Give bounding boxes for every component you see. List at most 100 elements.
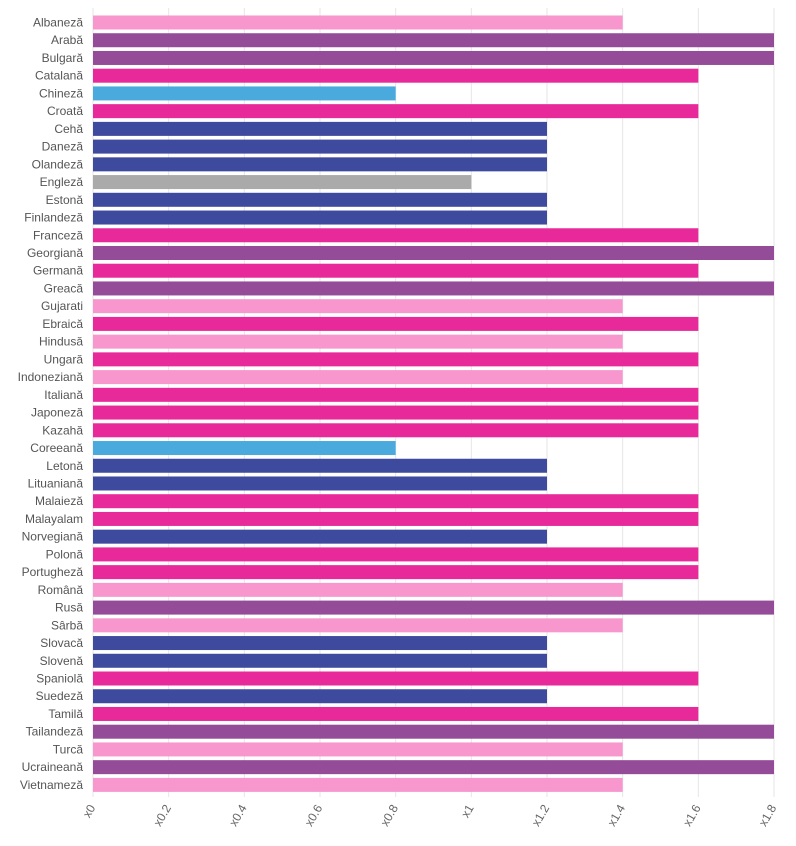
bar[interactable]: [93, 352, 699, 367]
category-label: Greacă: [44, 281, 84, 295]
category-label: Malaieză: [35, 494, 83, 508]
category-label: Letonă: [46, 459, 83, 473]
category-label: Polonă: [46, 547, 84, 561]
bar[interactable]: [93, 636, 547, 651]
bar[interactable]: [93, 777, 623, 792]
category-label: Kazahă: [42, 423, 83, 437]
bar[interactable]: [93, 405, 699, 420]
x-tick-label: x1.8: [756, 802, 780, 829]
category-label: Spaniolă: [36, 672, 83, 686]
category-label: Suedeză: [36, 689, 84, 703]
category-label: Olandeză: [32, 157, 84, 171]
x-tick-label: x0.2: [151, 802, 175, 829]
x-tick-label: x0.4: [226, 802, 250, 829]
bar[interactable]: [93, 68, 699, 83]
bar[interactable]: [93, 15, 623, 30]
grid-layer: [92, 8, 775, 797]
category-label: Chineză: [39, 86, 83, 100]
bar[interactable]: [93, 50, 774, 65]
x-tick-label: x0.6: [302, 802, 326, 829]
bar[interactable]: [93, 281, 774, 296]
bar[interactable]: [93, 494, 699, 509]
bar[interactable]: [93, 192, 547, 207]
bar[interactable]: [93, 245, 774, 260]
bar[interactable]: [93, 334, 623, 349]
category-label: Rusă: [55, 601, 83, 615]
category-label: Finlandeză: [24, 211, 83, 225]
bar[interactable]: [93, 724, 774, 739]
bar[interactable]: [93, 121, 547, 136]
bar[interactable]: [93, 139, 547, 154]
category-label: Gujarati: [41, 299, 83, 313]
category-label: Ungară: [44, 352, 84, 366]
category-label: Cehă: [54, 122, 83, 136]
bar[interactable]: [93, 441, 396, 456]
bar[interactable]: [93, 175, 472, 190]
bar[interactable]: [93, 458, 547, 473]
category-label: Ucraineană: [22, 760, 84, 774]
x-tick-label: x1: [458, 802, 477, 820]
category-label: Norvegiană: [22, 530, 84, 544]
category-label: Estonă: [46, 193, 84, 207]
category-label: Indoneziană: [18, 370, 84, 384]
category-label: Malayalam: [25, 512, 83, 526]
category-label: Slovenă: [40, 654, 84, 668]
x-tick-label: x1.6: [680, 802, 704, 829]
category-label: Germană: [33, 264, 83, 278]
bar[interactable]: [93, 104, 699, 119]
bar[interactable]: [93, 316, 699, 331]
bars-layer: [93, 15, 774, 792]
category-label: Tailandeză: [26, 725, 84, 739]
category-label: Hindusă: [39, 335, 83, 349]
bar[interactable]: [93, 547, 699, 562]
bar[interactable]: [93, 742, 623, 757]
bar[interactable]: [93, 86, 396, 101]
bar[interactable]: [93, 565, 699, 580]
bar[interactable]: [93, 210, 547, 225]
bar[interactable]: [93, 760, 774, 775]
category-label: Franceză: [33, 228, 83, 242]
x-tick-label: x0: [80, 802, 99, 820]
bar[interactable]: [93, 423, 699, 438]
bar[interactable]: [93, 689, 547, 704]
category-label: Coreeană: [30, 441, 83, 455]
category-label: Georgiană: [27, 246, 83, 260]
bar[interactable]: [93, 600, 774, 615]
bar[interactable]: [93, 370, 623, 385]
category-label: Vietnameză: [20, 778, 83, 792]
category-label: Albaneză: [33, 16, 83, 30]
category-label: Catalană: [35, 69, 83, 83]
category-label: Japoneză: [31, 406, 83, 420]
category-label: Bulgară: [42, 51, 84, 65]
bar[interactable]: [93, 263, 699, 278]
bar[interactable]: [93, 387, 699, 402]
bar[interactable]: [93, 618, 623, 633]
bar[interactable]: [93, 706, 699, 721]
category-label: Turcă: [53, 742, 84, 756]
category-label: Română: [38, 583, 84, 597]
category-label: Croată: [47, 104, 83, 118]
category-label: Slovacă: [40, 636, 83, 650]
category-label: Arabă: [51, 33, 83, 47]
category-label: Tamilă: [48, 707, 83, 721]
x-tick-label: x0.8: [378, 802, 402, 829]
bar[interactable]: [93, 671, 699, 686]
bar[interactable]: [93, 653, 547, 668]
bar[interactable]: [93, 33, 774, 48]
bar[interactable]: [93, 299, 623, 314]
bar[interactable]: [93, 511, 699, 526]
bar[interactable]: [93, 476, 547, 491]
x-tick-labels: x0 x0.2 x0.4 x0.6 x0.8 x1 x1.2 x1.4 x1.6 x1.8: [80, 802, 780, 829]
bar[interactable]: [93, 228, 699, 243]
category-label: Engleză: [40, 175, 84, 189]
category-label: Ebraică: [42, 317, 83, 331]
bar[interactable]: [93, 157, 547, 172]
bar[interactable]: [93, 529, 547, 544]
x-tick-label: x1.4: [605, 802, 629, 829]
category-label: Daneză: [42, 140, 84, 154]
category-label: Sârbă: [51, 618, 83, 632]
bar[interactable]: [93, 582, 623, 597]
category-labels: Albaneză Arabă Bulgară Catalană Chineză Croat…: [18, 16, 84, 792]
